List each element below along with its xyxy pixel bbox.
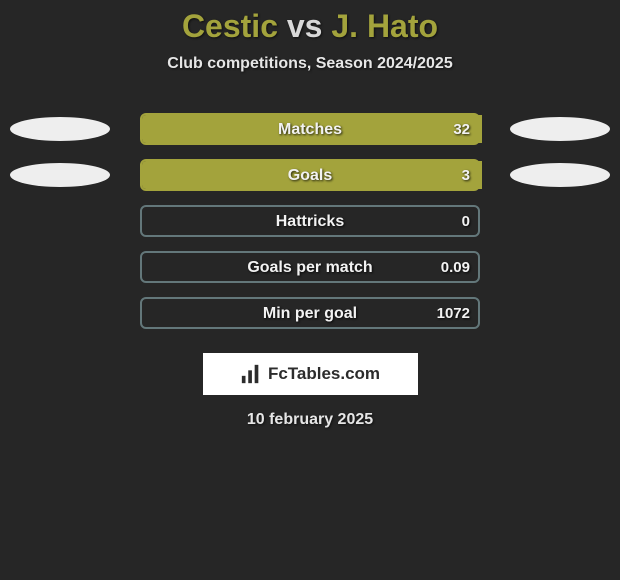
stat-label: Matches (142, 121, 478, 139)
vs-text: vs (287, 8, 323, 44)
subtitle: Club competitions, Season 2024/2025 (0, 55, 620, 73)
stat-row: Matches32 (0, 113, 620, 159)
stat-label: Goals per match (142, 259, 478, 277)
stat-value: 3 (462, 167, 470, 184)
logo-text: FcTables.com (268, 364, 380, 384)
right-marker (510, 163, 610, 187)
stat-value: 1072 (437, 305, 470, 322)
left-marker (10, 117, 110, 141)
stat-label: Hattricks (142, 213, 478, 231)
stat-track: Goals3 (140, 159, 480, 191)
left-marker (10, 163, 110, 187)
footer-date: 10 february 2025 (0, 411, 620, 429)
right-marker (510, 117, 610, 141)
stat-value: 0 (462, 213, 470, 230)
stat-track: Goals per match0.09 (140, 251, 480, 283)
stat-track: Min per goal1072 (140, 297, 480, 329)
comparison-title: Cestic vs J. Hato (0, 0, 620, 45)
stat-row: Goals per match0.09 (0, 251, 620, 297)
stat-row: Hattricks0 (0, 205, 620, 251)
stat-row: Min per goal1072 (0, 297, 620, 343)
stat-track: Matches32 (140, 113, 480, 145)
stat-value: 0.09 (441, 259, 470, 276)
stat-label: Min per goal (142, 305, 478, 323)
player2-name: J. Hato (331, 8, 438, 44)
stat-value: 32 (453, 121, 470, 138)
stat-row: Goals3 (0, 159, 620, 205)
stats-chart: Matches32 Goals3 Hattricks0 Goals per match… (0, 113, 620, 343)
stat-label: Goals (142, 167, 478, 185)
stat-track: Hattricks0 (140, 205, 480, 237)
player1-name: Cestic (182, 8, 278, 44)
bar-chart-icon (240, 363, 262, 385)
logo-box: FcTables.com (203, 353, 418, 395)
